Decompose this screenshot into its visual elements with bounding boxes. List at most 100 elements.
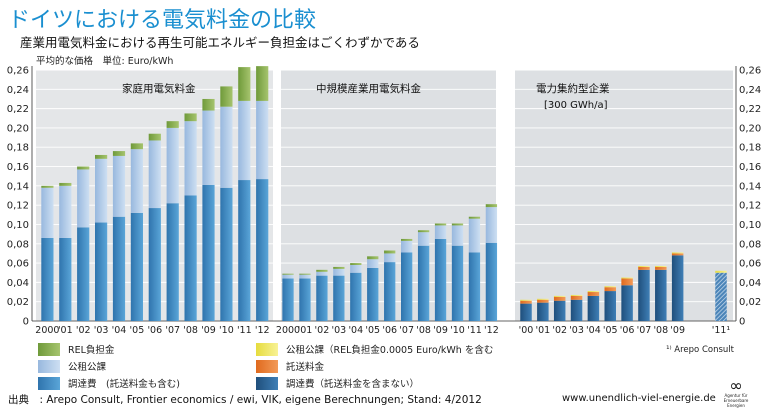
bar-segment-eeg [417,230,430,233]
legend-swatch [38,376,60,390]
x-tick-label: '07 [637,325,652,336]
bar-segment-eeg [333,266,345,269]
bar-segment-procurement [333,275,345,321]
bar-segment-procurement [485,242,498,321]
bar-segment-procurement [434,238,447,321]
bar-segment-taxes [59,185,72,238]
bar-segment-taxes [220,106,233,188]
unit-label: 平均的な価格 単位: Euro/kWh [36,56,174,67]
x-tick-label: 2000 [35,325,59,336]
bar-segment-taxes [401,240,413,253]
bar-segment-procurement-industry [671,255,684,321]
panel-sublabel: [300 GWh/a] [544,100,608,111]
bar-segment-taxes [417,232,430,246]
bar-segment-taxes [485,207,498,243]
bar-segment-taxes [41,187,54,238]
bar-segment-procurement [299,278,311,321]
bar-segment-reduced-levy [604,286,616,288]
bar-segment-eeg [434,223,447,226]
bar-segment-eeg [350,263,362,266]
x-tick-label: '05 [130,325,145,336]
bar-segment-taxes [350,265,362,273]
bar-segment-procurement [468,252,481,321]
bar-segment-procurement [451,245,464,321]
legend-label: REL負担金 [68,345,115,356]
bar-segment-taxes [451,225,464,246]
y-tick-label-left: 0,26 [7,66,29,77]
x-tick-label: '07 [399,325,414,336]
y-tick-label-right: 0,04 [739,278,761,289]
x-tick-label: '01 [298,325,313,336]
x-tick-label: '09 [670,325,685,336]
y-tick-label-right: 0,26 [739,66,761,77]
website-link[interactable]: www.unendlich-viel-energie.de [562,393,716,404]
legend-swatch [256,342,278,356]
x-tick-label: '01 [535,325,550,336]
legend-swatch [38,342,60,356]
x-tick-label: '12 [484,325,499,336]
y-tick-label-right: 0,24 [739,85,761,96]
x-tick-label: '00 [519,325,534,336]
bar-segment-reduced-levy [587,291,600,293]
y-tick-label-right: 0,14 [739,181,761,192]
bar-segment-procurement [256,179,269,321]
bar-segment-procurement [41,237,54,321]
bar-segment-eeg [95,154,108,159]
bar-segment-procurement [238,180,251,321]
bar-segment-grid-fee [621,278,633,286]
legend-item-eeg: REL負担金 [38,341,114,357]
bar-segment-procurement [59,237,72,321]
bar-segment-eeg [256,66,269,101]
bar-segment-procurement-industry [715,272,727,321]
legend-item-taxes: 公租公課 [38,358,106,374]
bar-segment-taxes [333,268,345,276]
bar-segment-eeg [485,204,498,208]
bar-segment-procurement [417,245,430,321]
x-tick-label: '05 [365,325,380,336]
bar-segment-taxes [95,158,108,223]
bar-segment-eeg [299,273,311,275]
legend-label: 託送料金 [286,362,325,373]
bar-segment-eeg [202,98,215,111]
bar-segment-taxes [384,253,396,263]
infinity-icon: ∞ [729,376,743,395]
bar-segment-taxes [256,100,269,180]
x-tick-label: '06 [382,325,397,336]
y-tick-label-left: 0,04 [7,278,29,289]
page-subtitle: 産業用電気料金における再生可能エネルギー負担金はごくわずかである [20,35,420,50]
bar-segment-procurement-industry [587,295,600,321]
y-tick-label-left: 0,02 [7,297,29,308]
bar-segment-eeg [316,269,328,272]
panel-label: 家庭用電気料金 [122,82,196,95]
bar-segment-taxes [112,155,126,217]
bar-segment-reduced-levy [638,265,650,267]
bar-segment-eeg [166,121,179,128]
bar-segment-taxes [468,218,481,253]
bar-segment-procurement-industry [621,285,633,321]
bar-segment-taxes [148,140,161,209]
bar-segment-procurement [367,267,379,321]
y-tick-label-right: 0,22 [739,104,761,115]
bar-segment-grid-fee [638,266,650,270]
legend-item-procurement-industry: 調達費（託送料金を含まない） [256,375,419,391]
bar-segment-grid-fee [570,295,583,300]
bar-segment-procurement-industry [638,269,650,321]
bar-segment-procurement [77,227,90,321]
bar-segment-procurement [112,216,126,321]
bar-segment-grid-fee [537,299,549,303]
bar-segment-reduced-levy [671,252,684,254]
bar-segment-procurement-industry [570,299,583,321]
bar-segment-eeg [130,143,143,150]
bar-segment-eeg [238,67,251,101]
y-tick-label-right: 0,10 [739,220,761,231]
y-tick-label-left: 0 [23,317,29,328]
bar-segment-procurement [166,203,179,321]
y-tick-label-left: 0,22 [7,104,29,115]
y-tick-label-right: 0,02 [739,297,761,308]
legend-label: 調達費（託送料金を含まない） [286,379,420,390]
footnote: ¹⁾ Arepo Consult [666,345,734,355]
bar-segment-procurement [350,272,362,321]
legend-label: 公租公課 [68,362,107,373]
bar-segment-reduced-levy [621,277,633,279]
bar-segment-procurement-industry [604,291,616,321]
